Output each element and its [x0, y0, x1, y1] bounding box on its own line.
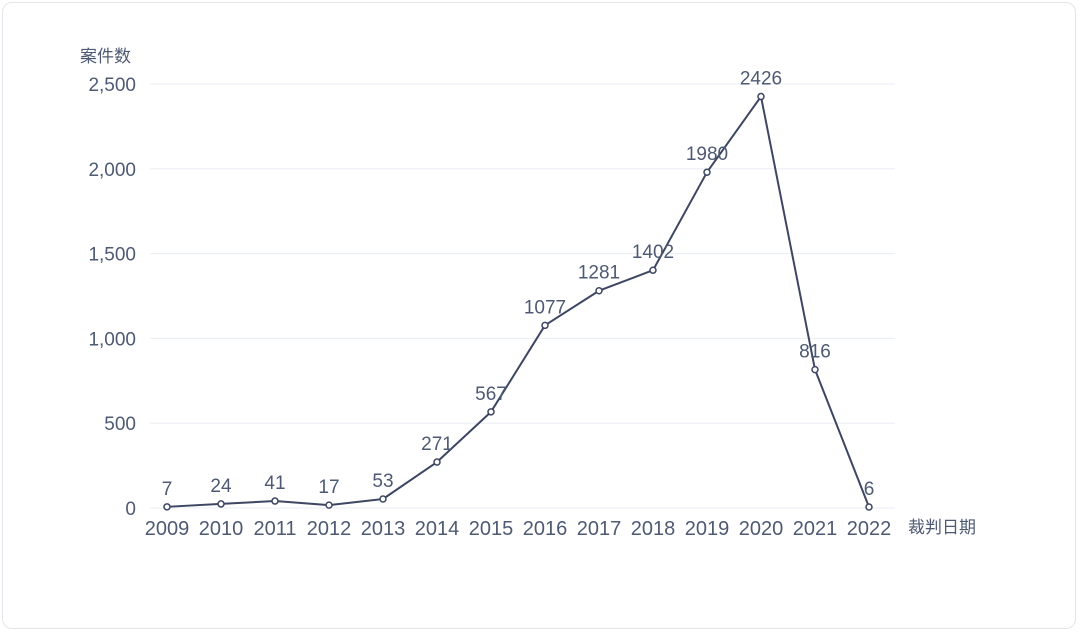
x-tick-labels: 2009 2010 2011 2012 2013 2014 2015 2016 2017 2018…: [145, 518, 892, 540]
x-tick-label: 2009: [145, 518, 190, 540]
x-tick-label: 2013: [361, 518, 406, 540]
y-tick-label: 0: [125, 499, 136, 520]
data-point: [271, 497, 279, 505]
data-label: 6: [864, 479, 875, 500]
y-axis-title: 案件数: [80, 47, 131, 66]
data-point: [433, 458, 441, 466]
data-label: 24: [210, 476, 232, 497]
y-tick-label: 500: [104, 414, 136, 435]
data-point: [811, 365, 819, 374]
x-tick-label: 2015: [469, 518, 514, 540]
y-tick-label: 2,000: [88, 160, 136, 181]
x-tick-label: 2020: [739, 518, 784, 540]
data-label: 1980: [686, 144, 728, 165]
x-axis-title: 裁判日期: [908, 518, 976, 537]
data-point: [703, 168, 711, 176]
data-point: [163, 503, 171, 511]
data-label: 7: [162, 479, 173, 500]
data-label: 53: [372, 471, 393, 492]
data-label: 567: [475, 384, 507, 405]
x-tick-label: 2011: [253, 518, 296, 540]
x-tick-label: 2021: [793, 518, 838, 540]
data-label: 271: [421, 434, 453, 455]
x-tick-label: 2019: [685, 518, 730, 540]
x-tick-label: 2014: [415, 518, 460, 540]
data-point: [217, 500, 225, 508]
data-point: [325, 501, 333, 509]
x-tick-label: 2017: [577, 518, 622, 540]
data-label: 41: [264, 473, 285, 494]
data-point: [649, 266, 657, 274]
y-tick-label: 2,500: [88, 75, 136, 96]
data-label: 1281: [578, 263, 620, 284]
x-tick-label: 2010: [199, 518, 244, 540]
x-tick-label: 2018: [631, 518, 676, 540]
data-point: [757, 92, 765, 101]
data-label: 17: [318, 477, 339, 498]
data-label: 816: [799, 342, 831, 363]
data-label: 1402: [632, 242, 674, 263]
y-tick-label: 1,500: [88, 245, 136, 266]
data-label: 1077: [524, 297, 566, 318]
data-label: 2426: [740, 69, 782, 90]
data-point: [487, 408, 495, 416]
data-point-markers: [163, 92, 873, 511]
data-point: [541, 321, 549, 330]
x-tick-label: 2022: [847, 518, 892, 540]
x-tick-label: 2016: [523, 518, 568, 540]
data-point: [379, 495, 387, 503]
x-tick-label: 2012: [307, 518, 352, 540]
data-point: [865, 503, 873, 511]
y-tick-labels: 0 500 1,000 1,500 2,000 2,500: [88, 75, 136, 520]
data-point: [595, 286, 603, 295]
series-line: [166, 95, 870, 508]
data-labels: 7 24 41 17 53 271 567 1077 1281 1402 1980 2426 816 6: [162, 69, 875, 500]
series-path: [166, 95, 870, 508]
gridlines: [150, 83, 895, 509]
y-tick-label: 1,000: [88, 329, 136, 350]
